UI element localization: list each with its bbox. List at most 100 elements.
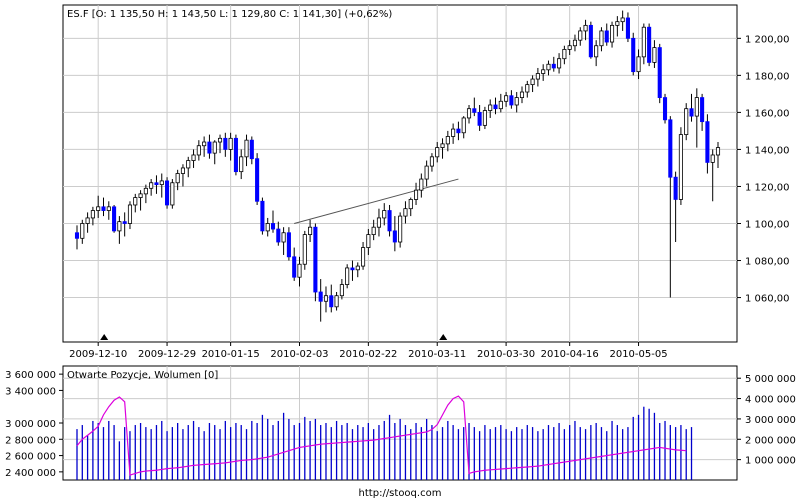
candle-body — [366, 234, 371, 248]
price-x-tick-label: 2009-12-29 — [138, 349, 196, 360]
candle-body — [313, 226, 318, 293]
candle-body — [694, 97, 699, 117]
candle-body — [451, 128, 456, 137]
candle-body — [641, 26, 646, 58]
candle-body — [461, 117, 466, 134]
price-y-tick-label: 1 200,00 — [745, 34, 790, 45]
candle-body — [308, 226, 313, 236]
volume-left-tick-label: 2 800 000 — [5, 435, 56, 446]
candle-body — [297, 263, 302, 278]
candle-body — [557, 58, 562, 69]
candle-body — [541, 69, 546, 74]
candle-body — [583, 24, 588, 32]
price-y-tick-label: 1 160,00 — [745, 108, 790, 119]
candle-body — [323, 295, 329, 302]
candle-body — [186, 160, 191, 169]
price-x-tick-label: 2009-12-10 — [69, 349, 127, 360]
candle-body — [170, 182, 175, 206]
candle-body — [302, 234, 307, 265]
candle-body — [138, 193, 143, 198]
candle-body — [610, 24, 615, 43]
candle-body — [212, 141, 217, 154]
candle-body — [715, 147, 721, 156]
candle-body — [456, 128, 461, 134]
candle-body — [498, 100, 503, 110]
candle-body — [101, 206, 106, 211]
candle-body — [429, 156, 434, 167]
volume-right-tick-label: 5 000 000 — [745, 374, 796, 385]
candle-body — [652, 47, 657, 63]
candle-body — [482, 110, 487, 126]
price-x-axis: 2009-12-10 2009-12-29 2010-01-15 2010-02-03… — [69, 342, 668, 360]
candle-body — [662, 97, 668, 121]
candle-body — [260, 200, 265, 232]
candle-body — [228, 137, 233, 150]
candle-body — [472, 108, 477, 113]
candle-body — [546, 63, 551, 71]
candle-body — [535, 73, 540, 80]
price-chart-title: ES.F [O: 1 135,50 H: 1 143,50 L: 1 129,8… — [67, 9, 392, 20]
candle-body — [339, 284, 344, 297]
candle-body — [668, 119, 673, 178]
candle-body — [700, 97, 705, 123]
candle-body — [435, 147, 440, 158]
candle-body — [233, 137, 238, 173]
candle-body — [525, 84, 530, 93]
price-y-tick-label: 1 120,00 — [745, 182, 790, 193]
candle-body — [678, 134, 683, 200]
candle-body — [249, 139, 254, 160]
volume-right-tick-label: 1 000 000 — [745, 456, 796, 467]
price-y-axis: 1 200,00 1 180,00 1 160,00 1 140,00 1 120,00… — [737, 34, 790, 305]
candle-body — [657, 47, 662, 98]
candle-body — [159, 180, 164, 186]
price-x-tick-label: 2010-01-15 — [202, 349, 260, 360]
candle-body — [149, 182, 154, 189]
candle-body — [376, 217, 382, 228]
candle-body — [705, 121, 710, 163]
candle-body — [562, 49, 567, 60]
candle-body — [594, 45, 599, 58]
candle-body — [392, 230, 397, 243]
volume-right-tick-label: 3 000 000 — [745, 415, 796, 426]
candle-body — [191, 154, 196, 161]
candle-body — [345, 267, 350, 285]
candle-body — [615, 21, 620, 26]
candle-body — [112, 206, 117, 232]
price-x-tick-label: 2010-02-03 — [270, 349, 328, 360]
price-y-tick-label: 1 140,00 — [745, 145, 790, 156]
footer-url[interactable]: http://stooq.com — [359, 488, 442, 499]
candle-body — [117, 221, 122, 232]
candle-body — [424, 165, 429, 180]
candle-body — [710, 154, 715, 163]
candle-body — [588, 24, 593, 58]
candle-body — [350, 267, 355, 271]
volume-right-axis: 5 000 000 4 000 000 3 000 000 2 000 000 1 00… — [737, 374, 796, 467]
candle-body — [180, 167, 185, 174]
candle-body — [519, 91, 525, 98]
open-interest-polyline — [76, 395, 687, 476]
date-markers — [100, 334, 448, 340]
candle-body — [631, 37, 636, 73]
candle-body — [684, 108, 689, 136]
candle-body — [413, 189, 419, 200]
candle-body — [620, 17, 625, 23]
candle-body — [530, 78, 535, 86]
price-y-tick-label: 1 100,00 — [745, 219, 790, 230]
volume-left-tick-label: 2 400 000 — [5, 468, 56, 479]
price-x-tick-label: 2010-03-11 — [408, 349, 466, 360]
candle-body — [514, 97, 519, 106]
trendline-segment — [294, 178, 459, 224]
price-candles — [74, 10, 721, 322]
candle-body — [270, 223, 276, 230]
candle-body — [488, 104, 493, 111]
candle-body — [85, 217, 90, 224]
candle-body — [387, 210, 392, 232]
candle-body — [239, 156, 244, 173]
candle-body — [689, 108, 694, 117]
candle-body — [276, 228, 281, 243]
candle-body — [361, 247, 366, 267]
candle-body — [133, 197, 138, 206]
volume-bars — [76, 406, 693, 480]
candle-body — [154, 182, 159, 186]
